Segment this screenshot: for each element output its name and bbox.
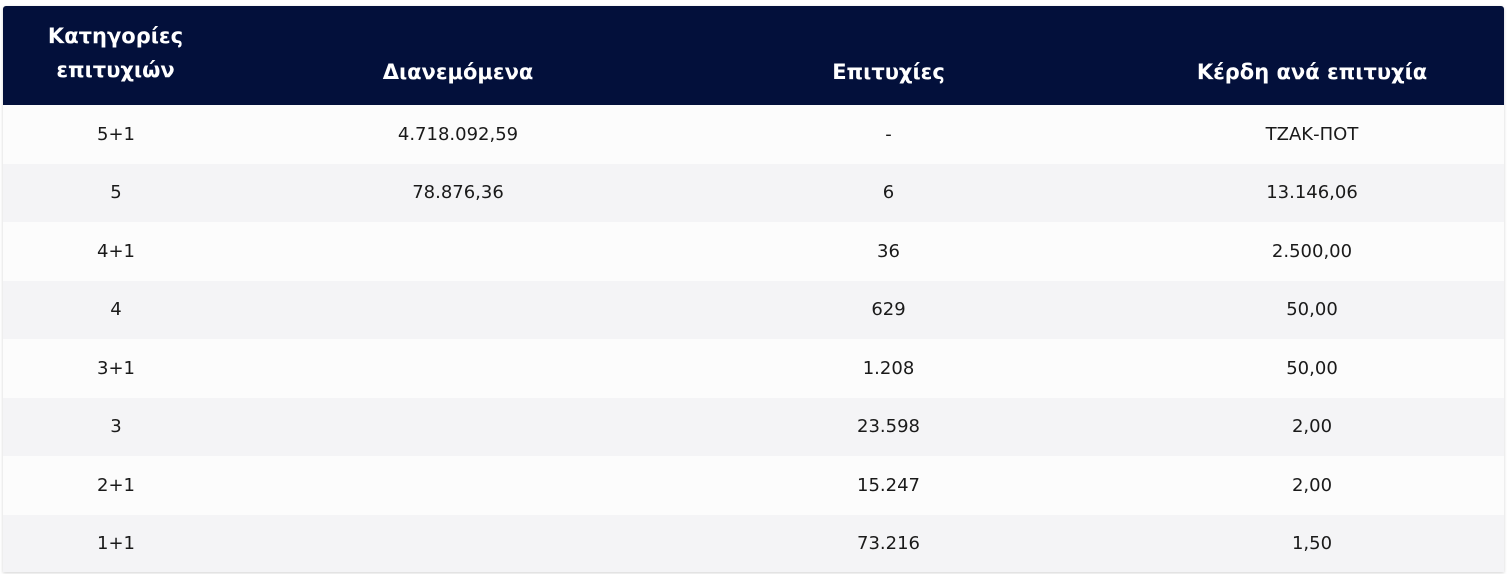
table-row: 4+1 36 2.500,00 — [3, 222, 1504, 281]
cell-prize-value: 2,00 — [1291, 416, 1333, 438]
cell-winners: 629 — [665, 281, 1098, 340]
cell-prize: 50,00 — [1098, 339, 1504, 398]
header-category-line1: Κατηγορίες — [47, 23, 184, 48]
header-prize-label: Κέρδη ανά επιτυχία — [1196, 60, 1428, 84]
cell-prize: 13.146,06 — [1098, 164, 1504, 223]
cell-category: 2+1 — [97, 474, 135, 496]
header-distributed: Διανεμόμενα — [229, 6, 665, 105]
cell-winners: - — [665, 105, 1098, 164]
cell-winners-value: 1.208 — [862, 357, 915, 379]
table-row: 1+1 73.216 1,50 — [3, 514, 1504, 573]
table-body: 5+1 4.718.092,59 - ΤΖΑΚ-ΠΟΤ 5 78.876,36 … — [3, 105, 1504, 572]
cell-prize-value: 50,00 — [1286, 299, 1338, 321]
table-row: 3 23.598 2,00 — [3, 397, 1504, 457]
cell-category: 4 — [110, 299, 122, 321]
table-row: 5 78.876,36 6 13.146,06 — [3, 163, 1504, 223]
table-row: 4 629 50,00 — [3, 280, 1504, 340]
cell-winners: 36 — [665, 222, 1098, 281]
cell-winners: 6 — [665, 164, 1098, 223]
table-row: 3+1 1.208 50,00 — [3, 339, 1504, 398]
cell-category: 4+1 — [97, 240, 135, 262]
cell-distributed — [229, 339, 665, 398]
table-row: 5+1 4.718.092,59 - ΤΖΑΚ-ΠΟΤ — [3, 105, 1504, 164]
header-distributed-label: Διανεμόμενα — [382, 60, 534, 84]
cell-category: 3+1 — [97, 357, 135, 379]
cell-distributed — [229, 515, 665, 573]
cell-prize-value: 2,00 — [1291, 474, 1333, 496]
cell-winners-value: 6 — [882, 182, 895, 204]
header-category: Κατηγορίες επιτυχιών — [3, 6, 229, 105]
header-row: Κατηγορίες επιτυχιών Διανεμόμενα Επιτυχί… — [3, 6, 1504, 105]
cell-distributed-value: 78.876,36 — [412, 182, 504, 204]
cell-category: 5 — [110, 182, 122, 204]
cell-distributed — [229, 281, 665, 340]
header-winners: Επιτυχίες — [665, 6, 1098, 105]
cell-winners-value: - — [885, 123, 892, 145]
table-row: 2+1 15.247 2,00 — [3, 456, 1504, 515]
cell-prize: 50,00 — [1098, 281, 1504, 340]
cell-winners: 23.598 — [665, 398, 1098, 457]
cell-prize-value: 1,50 — [1291, 533, 1333, 555]
cell-distributed — [229, 398, 665, 457]
cell-category: 1+1 — [97, 533, 135, 555]
cell-prize-value: ΤΖΑΚ-ΠΟΤ — [1265, 123, 1359, 145]
prize-breakdown-table: Κατηγορίες επιτυχιών Διανεμόμενα Επιτυχί… — [3, 6, 1504, 572]
cell-winners-value: 629 — [871, 299, 906, 321]
cell-prize-value: 13.146,06 — [1266, 182, 1358, 204]
cell-prize-value: 50,00 — [1286, 357, 1338, 379]
header-category-line2: επιτυχιών — [56, 57, 175, 82]
cell-category: 3 — [110, 416, 122, 438]
cell-distributed: 4.718.092,59 — [229, 105, 665, 164]
cell-winners-value: 23.598 — [857, 416, 920, 438]
header-prize-per-winner: Κέρδη ανά επιτυχία — [1098, 6, 1504, 105]
cell-winners-value: 15.247 — [857, 474, 920, 496]
cell-distributed-value: 4.718.092,59 — [397, 123, 519, 145]
cell-distributed — [229, 456, 665, 515]
cell-prize: 2,00 — [1098, 398, 1504, 457]
table-header: Κατηγορίες επιτυχιών Διανεμόμενα Επιτυχί… — [3, 6, 1504, 105]
prize-table-container: Κατηγορίες επιτυχιών Διανεμόμενα Επιτυχί… — [3, 6, 1504, 572]
cell-prize: 2.500,00 — [1098, 222, 1504, 281]
header-winners-label: Επιτυχίες — [832, 60, 945, 84]
cell-prize-value: 2.500,00 — [1271, 240, 1353, 262]
cell-winners: 73.216 — [665, 515, 1098, 573]
cell-winners-value: 36 — [877, 240, 900, 262]
cell-winners: 1.208 — [665, 339, 1098, 398]
cell-prize: 1,50 — [1098, 515, 1504, 573]
cell-prize: ΤΖΑΚ-ΠΟΤ — [1098, 105, 1504, 164]
cell-winners-value: 73.216 — [857, 533, 920, 555]
cell-distributed: 78.876,36 — [229, 164, 665, 223]
cell-prize: 2,00 — [1098, 456, 1504, 515]
cell-winners: 15.247 — [665, 456, 1098, 515]
cell-category: 5+1 — [97, 123, 135, 145]
cell-distributed — [229, 222, 665, 281]
